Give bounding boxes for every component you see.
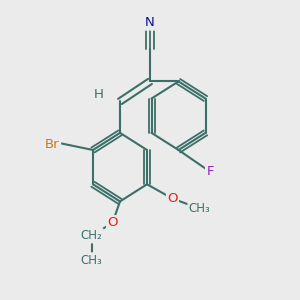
Text: O: O bbox=[107, 216, 118, 230]
Text: Br: Br bbox=[45, 138, 60, 151]
Text: CH₃: CH₃ bbox=[189, 202, 210, 215]
Text: H: H bbox=[94, 88, 104, 101]
Text: O: O bbox=[167, 192, 178, 205]
Text: CH₂: CH₂ bbox=[81, 229, 102, 242]
Text: CH₃: CH₃ bbox=[81, 254, 102, 266]
Text: F: F bbox=[206, 165, 214, 178]
Text: N: N bbox=[145, 16, 155, 29]
